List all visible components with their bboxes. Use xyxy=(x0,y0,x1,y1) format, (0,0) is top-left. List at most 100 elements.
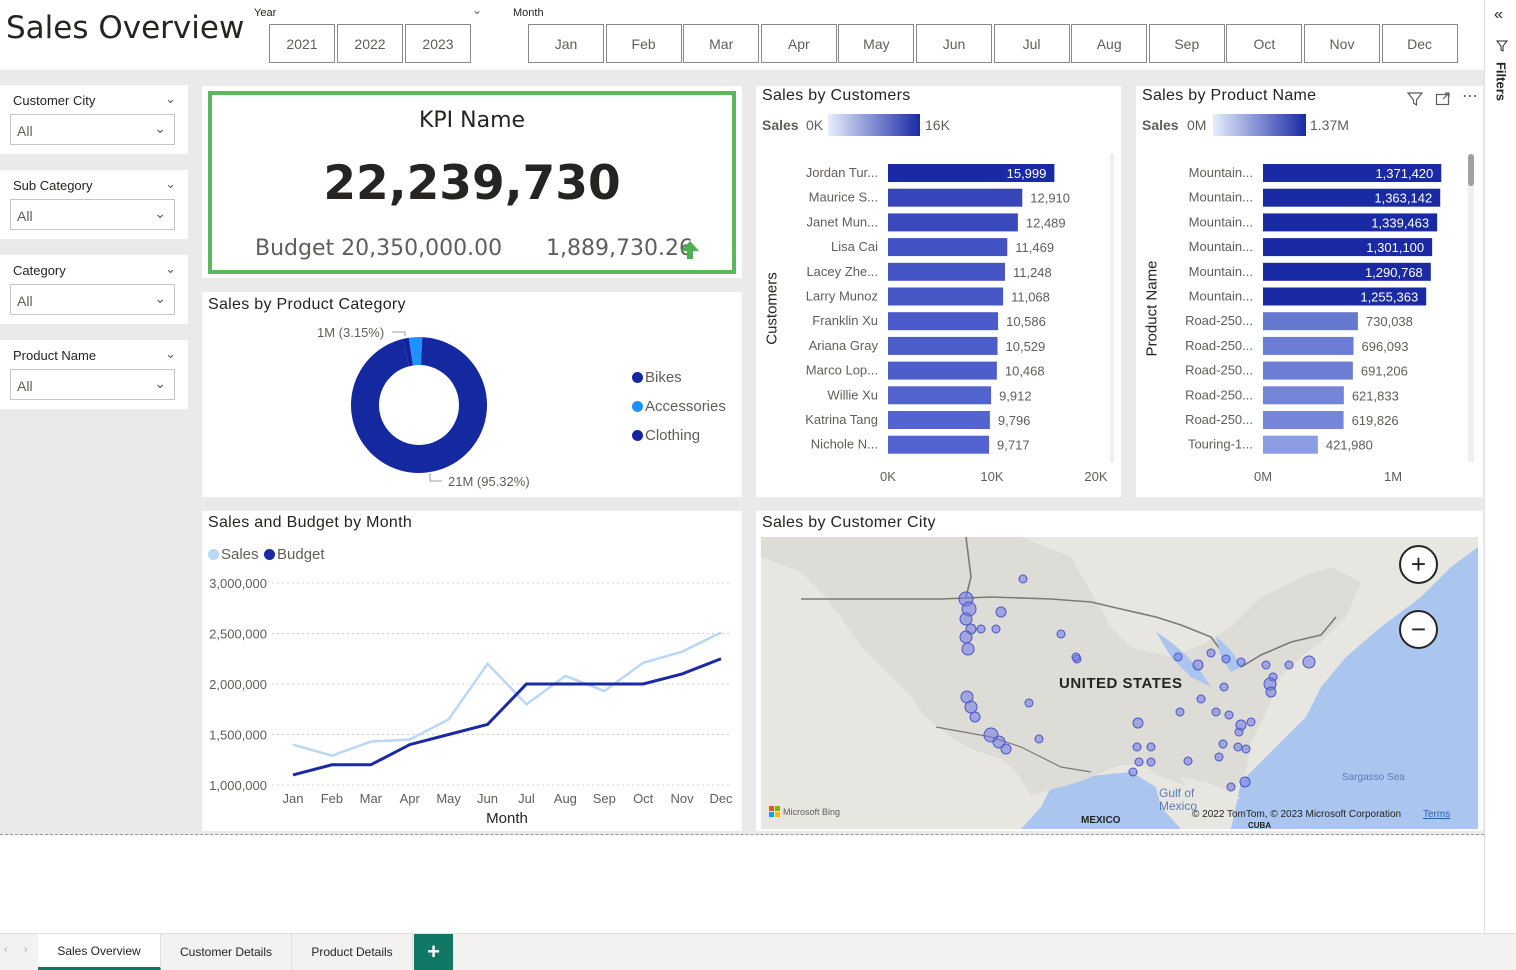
visual-title: Sales by Customers xyxy=(762,87,911,104)
x-tick-label: Apr xyxy=(400,791,421,806)
data-label: 691,206 xyxy=(1361,364,1408,379)
legend-item[interactable]: Clothing xyxy=(632,427,700,444)
tab-customer-details[interactable]: Customer Details xyxy=(161,934,292,970)
month-button[interactable]: Dec xyxy=(1381,24,1458,63)
slicer-dropdown[interactable]: All ⌄ xyxy=(10,369,175,400)
scroll-right-icon[interactable]: › xyxy=(24,944,28,955)
map-bubble xyxy=(1192,659,1204,671)
slicer-value: All xyxy=(17,378,33,394)
x-tick-label: Oct xyxy=(633,791,654,806)
y-tick-label: Katrina Tang xyxy=(805,412,878,427)
data-label: 9,717 xyxy=(997,438,1030,453)
map-bubble xyxy=(1071,652,1081,662)
slicer-dropdown[interactable]: All ⌄ xyxy=(10,199,175,230)
x-tick-label: Jun xyxy=(477,791,498,806)
scrollbar[interactable] xyxy=(1468,154,1474,462)
customers-bar-chart: Jordan Tur... 15,999 Maurice S... 12,910 Jan… xyxy=(805,164,1108,484)
map-bubble xyxy=(1214,752,1224,762)
map-visual[interactable]: Sales by Customer City UNITED STATES Gul… xyxy=(756,511,1483,831)
month-button[interactable]: Jan xyxy=(528,24,604,63)
month-button[interactable]: Oct xyxy=(1226,24,1303,63)
y-tick-label: 2,000,000 xyxy=(209,677,267,692)
month-button[interactable]: Jun xyxy=(916,24,992,63)
tab-product-details[interactable]: Product Details xyxy=(292,934,413,970)
tab-sales-overview[interactable]: Sales Overview xyxy=(38,934,161,970)
more-options-icon[interactable]: ⋯ xyxy=(1462,88,1478,105)
month-button[interactable]: Feb xyxy=(605,24,682,63)
data-label: 1,255,363 xyxy=(1360,290,1418,305)
year-button[interactable]: 2023 xyxy=(405,24,471,63)
y-tick-label: Jordan Tur... xyxy=(806,165,878,180)
y-tick-label: Mountain... xyxy=(1189,264,1253,279)
legend-item[interactable]: Budget xyxy=(264,546,325,563)
chevron-down-icon[interactable]: ⌄ xyxy=(165,176,176,191)
month-line-visual[interactable]: Sales and Budget by Month Sales Budget 1,… xyxy=(202,511,742,831)
map-bubble xyxy=(1239,776,1251,788)
data-label: 1,301,100 xyxy=(1366,240,1424,255)
month-button[interactable]: Apr xyxy=(760,24,837,63)
slicer-dropdown[interactable]: All ⌄ xyxy=(10,284,175,315)
map-bubble xyxy=(1221,654,1231,664)
zoom-in-button[interactable]: + xyxy=(1399,545,1438,584)
legend-label: Bikes xyxy=(645,369,682,386)
expand-icon[interactable]: « xyxy=(1494,6,1503,23)
data-label: 696,093 xyxy=(1361,339,1408,354)
map-bubble xyxy=(1183,756,1193,766)
chevron-down-icon[interactable]: ⌄ xyxy=(472,3,483,17)
donut-slice-accessories xyxy=(408,337,423,366)
zoom-out-button[interactable]: − xyxy=(1399,610,1438,649)
filter-icon[interactable] xyxy=(1407,91,1423,107)
month-button[interactable]: May xyxy=(838,24,915,63)
chevron-down-icon[interactable]: ⌄ xyxy=(165,346,176,361)
color-scale-label: Sales xyxy=(1142,117,1179,133)
y-tick-label: Willie Xu xyxy=(827,387,878,402)
color-scale-max: 16K xyxy=(925,117,950,133)
map-bubble xyxy=(1235,719,1247,731)
y-tick-label: Larry Munoz xyxy=(806,289,878,304)
scroll-left-icon[interactable]: ‹ xyxy=(4,944,8,955)
bar xyxy=(888,411,990,429)
scrollbar-thumb[interactable] xyxy=(1468,154,1474,186)
map-bubble xyxy=(1196,694,1206,704)
month-button[interactable]: Aug xyxy=(1071,24,1148,63)
map-area[interactable]: UNITED STATES Gulf of Mexico Sargasso Se… xyxy=(761,537,1478,829)
map-bubble xyxy=(1224,710,1234,720)
product-category-visual[interactable]: Sales by Product Category 1M (3.15%) 21M… xyxy=(202,292,742,497)
month-button[interactable]: Jul xyxy=(993,24,1070,63)
slicer-dropdown[interactable]: All ⌄ xyxy=(10,114,175,145)
year-button[interactable]: 2021 xyxy=(269,24,335,63)
product-name-bar-chart: Mountain... 1,371,420 Mountain... 1,363,142… xyxy=(1185,164,1442,484)
year-button[interactable]: 2022 xyxy=(337,24,403,63)
product-name-visual[interactable]: Sales by Product Name ⋯ Sales 0M 1.37M P… xyxy=(1136,86,1483,497)
chevron-down-icon[interactable]: ⌄ xyxy=(165,91,176,106)
y-tick-label: Mountain... xyxy=(1189,190,1253,205)
add-page-button[interactable]: + xyxy=(414,934,453,970)
legend-item[interactable]: Sales xyxy=(208,546,259,563)
x-tick-label: Nov xyxy=(671,791,695,806)
scrollbar[interactable] xyxy=(1110,154,1114,462)
map-bubble xyxy=(1206,648,1216,658)
legend-marker xyxy=(264,549,275,560)
chevron-down-icon[interactable]: ⌄ xyxy=(165,261,176,276)
x-tick-label: May xyxy=(436,791,461,806)
legend-item[interactable]: Accessories xyxy=(632,398,726,415)
y-tick-label: Lisa Cai xyxy=(831,239,878,254)
map-bubble xyxy=(1056,629,1066,639)
x-tick-label: 0M xyxy=(1254,469,1272,484)
customers-visual[interactable]: Sales by Customers Sales 0K 16K Customer… xyxy=(756,86,1121,497)
legend-marker xyxy=(632,401,643,412)
focus-mode-icon[interactable] xyxy=(1435,91,1451,107)
month-button[interactable]: Mar xyxy=(683,24,760,63)
data-label: 1,339,463 xyxy=(1371,215,1429,230)
map-bubble xyxy=(1132,717,1144,729)
legend-label: Clothing xyxy=(645,427,701,444)
x-tick-label: Mar xyxy=(360,791,383,806)
bar xyxy=(1263,411,1344,429)
filters-pane-collapsed[interactable]: « Filters xyxy=(1484,0,1516,933)
terms-link[interactable]: Terms xyxy=(1423,809,1451,820)
month-button[interactable]: Nov xyxy=(1304,24,1380,63)
map-bubble xyxy=(1241,744,1251,754)
month-button[interactable]: Sep xyxy=(1148,24,1225,63)
y-tick-label: Mountain... xyxy=(1189,289,1253,304)
legend-item[interactable]: Bikes xyxy=(632,369,682,386)
